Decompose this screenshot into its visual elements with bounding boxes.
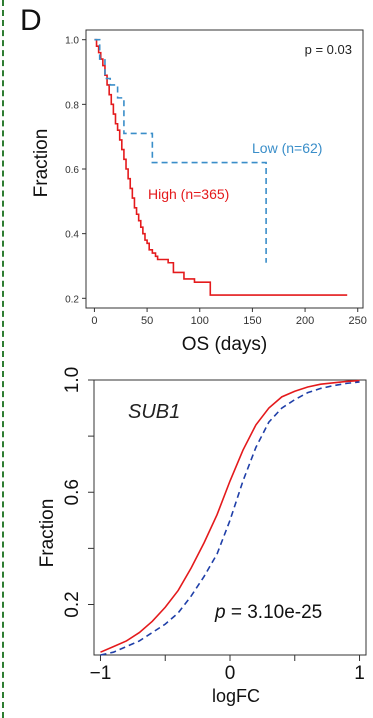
panel-dashed-border (2, 0, 4, 718)
x-tick-label: 0 (91, 315, 97, 327)
x-tick-label: −1 (90, 663, 112, 684)
x-tick-label: 250 (349, 315, 367, 327)
y-tick-label: 1.0 (65, 36, 79, 47)
x-tick-label: 0 (225, 663, 236, 684)
y-tick-label: 0.6 (65, 165, 79, 176)
x-axis-label: OS (days) (182, 334, 268, 355)
cdf-line-1 (100, 379, 360, 653)
y-tick-label: 0.2 (65, 294, 79, 305)
x-tick-label: 1 (354, 663, 365, 684)
y-tick-label: 0.4 (65, 230, 79, 241)
x-tick-label: 50 (141, 315, 153, 327)
panel-label: D (20, 4, 42, 37)
x-axis-label: logFC (212, 686, 260, 706)
x-tick-label: 200 (296, 315, 314, 327)
p-value: = 3.10e-25 (226, 602, 323, 623)
cdf-line-2 (100, 381, 360, 656)
p-symbol: p (214, 602, 226, 623)
y-axis-label: Fraction (37, 499, 58, 568)
y-tick-label: 0.8 (65, 100, 79, 111)
y-axis-label: Fraction (31, 129, 52, 198)
p-value-annotation: p = 0.03 (305, 42, 352, 57)
y-tick-label: 1.0 (62, 367, 83, 393)
x-tick-label: 150 (243, 315, 261, 327)
x-tick-label: 100 (191, 315, 209, 327)
y-tick-label: 0.2 (62, 591, 83, 617)
legend-label-high: High (n=365) (148, 186, 229, 202)
legend-label-low: Low (n=62) (252, 140, 322, 156)
series-line-high (94, 38, 348, 296)
survival-chart: 0 50 100 150 200 250 0.2 0.4 0.6 0.8 1.0 OS (days) F… (31, 29, 367, 355)
p-value-annotation: p = 3.10e-25 (214, 602, 322, 623)
gene-title: SUB1 (128, 401, 180, 423)
y-tick-label: 0.6 (62, 479, 83, 505)
